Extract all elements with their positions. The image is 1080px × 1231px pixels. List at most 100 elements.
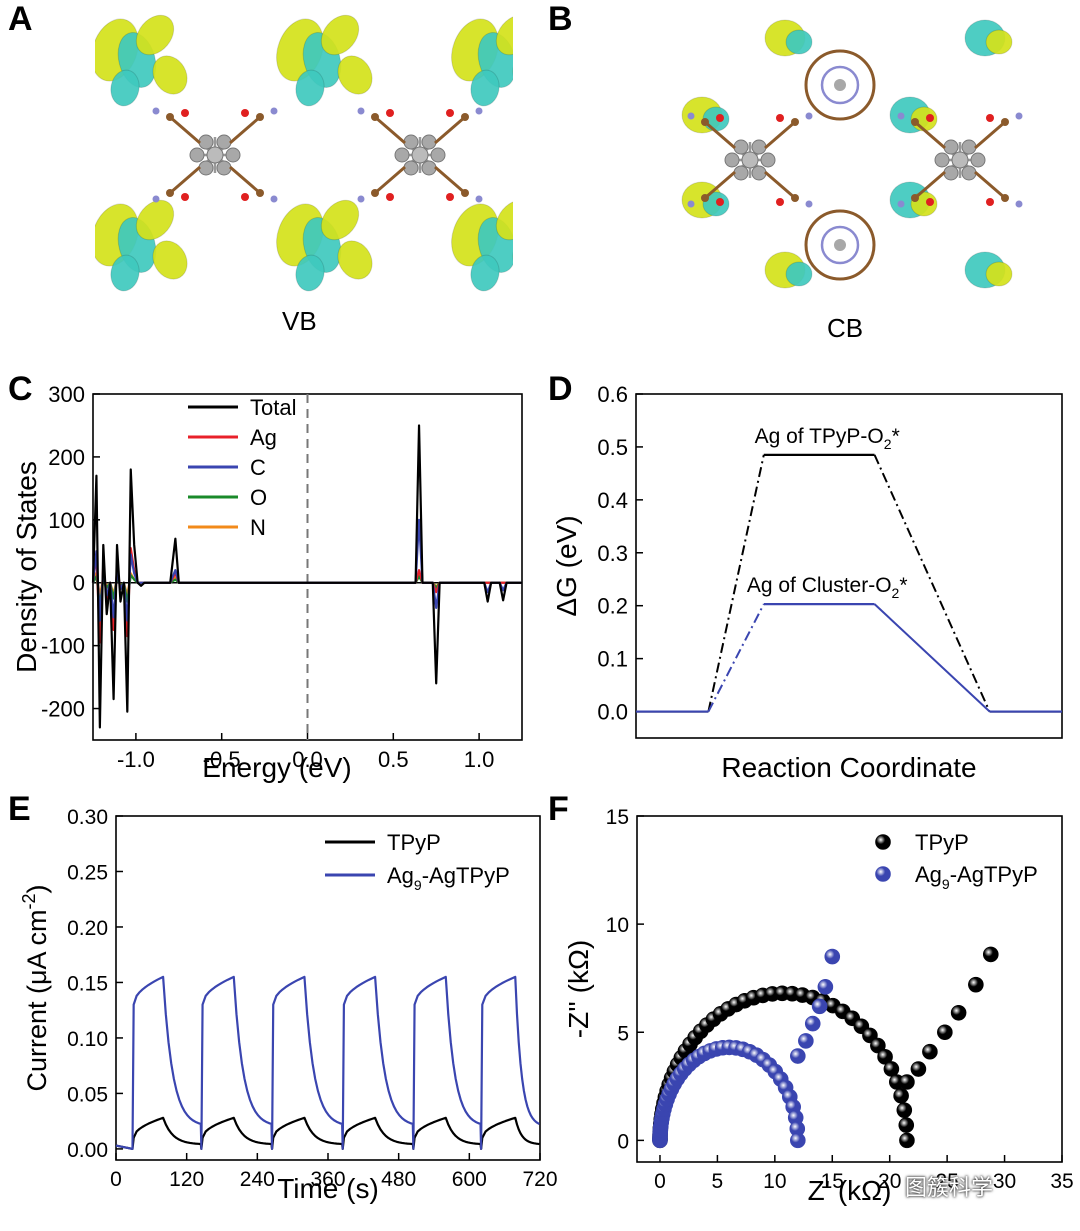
nitrogen-atom: [1015, 200, 1023, 208]
oxygen-atom: [926, 198, 934, 206]
data-point: [798, 1033, 814, 1049]
oxygen-atom: [446, 193, 454, 201]
carbon-bond: [704, 170, 736, 200]
x-axis-label: Reaction Coordinate: [721, 752, 976, 783]
y-tick-label: 100: [48, 508, 85, 533]
x-tick-label: 0: [110, 1168, 122, 1191]
carbon-atom: [911, 118, 919, 126]
x-tick-label: 720: [522, 1168, 557, 1191]
carbon-atom: [1001, 194, 1009, 202]
cb-orbital-drawing: [681, 19, 1023, 289]
silver-atom: [216, 160, 232, 176]
isosurface-lobe: [337, 55, 373, 95]
legend-marker: [875, 834, 891, 850]
cb-orbital-image: [640, 10, 1050, 305]
y-tick-label: 0.5: [597, 435, 628, 460]
carbon-bond: [914, 170, 946, 200]
data-point: [937, 1024, 953, 1041]
isosurface-lobe: [110, 254, 140, 292]
data-point: [804, 1015, 821, 1032]
carbon-bond: [434, 165, 466, 195]
panel-letter-d: D: [548, 370, 573, 408]
level-label: Ag of TPyP-O2*: [755, 425, 900, 452]
silver-atom: [421, 134, 437, 150]
nitrogen-atom: [357, 107, 365, 115]
carbon-atom: [1001, 118, 1009, 126]
carbon-bond: [704, 120, 736, 150]
silver-atom: [198, 160, 214, 176]
porphyrin-core: [820, 65, 860, 105]
y-tick-label: 0: [617, 1130, 629, 1153]
silver-atom: [961, 165, 977, 181]
nitrogen-atom: [897, 112, 905, 120]
legend-label: Ag: [250, 425, 277, 450]
isosurface-lobe: [295, 254, 325, 292]
legend-label: Total: [250, 395, 296, 420]
x-tick-label: 10: [763, 1170, 786, 1193]
carbon-bond: [169, 115, 201, 145]
free-energy-chart: 0.0 0.1 0.2 0.3 0.4 0.5 0.6 Ag of TPyP-O2* Ag of…: [551, 382, 1063, 783]
legend-label: Ag9-AgTPyP: [915, 862, 1038, 892]
oxygen-atom: [986, 198, 994, 206]
nitrogen-atom: [687, 200, 695, 208]
silver-atom: [951, 151, 969, 169]
silver-atom: [934, 152, 950, 168]
transition-line: [873, 454, 991, 712]
data-point: [893, 1087, 909, 1104]
photocurrent-chart: 0 120 240 360 480 600 720 0.00 0.05 0.10 0.15 0.20 0…: [19, 806, 558, 1204]
isosurface-lobe: [320, 199, 360, 241]
silver-atom: [741, 151, 759, 169]
y-tick-label: 0.4: [597, 488, 628, 513]
silver-atom: [421, 160, 437, 176]
data-point: [898, 1117, 915, 1133]
carbon-bond: [229, 115, 261, 145]
isosurface-lobe: [495, 199, 513, 241]
nitrogen-atom: [805, 200, 813, 208]
silver-atom: [394, 147, 410, 163]
carbon-atom: [166, 113, 174, 121]
nitrogen-atom: [270, 107, 278, 115]
carbon-bond: [974, 120, 1006, 150]
isosurface-lobe: [135, 14, 175, 56]
y-tick-label: 0.3: [597, 541, 628, 566]
nitrogen-atom: [152, 107, 160, 115]
oxygen-atom: [181, 109, 189, 117]
carbon-atom: [461, 189, 469, 197]
y-tick-label: 200: [48, 445, 85, 470]
isosurface-lobe: [985, 261, 1013, 287]
carbon-atom: [461, 113, 469, 121]
carbon-atom: [371, 189, 379, 197]
panel-letter-a: A: [8, 0, 33, 38]
carbon-atom: [791, 118, 799, 126]
silver-atom: [206, 146, 224, 164]
x-axis-label: Z' (kΩ): [808, 1175, 892, 1206]
y-tick-label: -200: [41, 697, 85, 722]
y-tick-label: 0.6: [597, 382, 628, 407]
y-tick-label: 0.1: [597, 647, 628, 672]
silver-atom: [216, 134, 232, 150]
legend-marker: [875, 866, 891, 882]
x-tick-label: -0.5: [203, 747, 241, 772]
carbon-atom: [371, 113, 379, 121]
isosurface-lobe: [110, 69, 140, 107]
x-tick-label: -1.0: [117, 747, 155, 772]
nitrogen-atom: [357, 195, 365, 203]
data-point: [824, 948, 841, 965]
isosurface-lobe: [337, 240, 373, 280]
legend-label: N: [250, 515, 266, 540]
y-tick-label: 300: [48, 382, 85, 407]
oxygen-atom: [716, 198, 724, 206]
isosurface-lobe: [785, 261, 813, 287]
y-axis-label: Current (μA cm-2): [19, 884, 52, 1091]
silver-atom: [430, 147, 446, 163]
x-tick-label: 0.0: [292, 747, 323, 772]
carbon-atom: [256, 113, 264, 121]
y-axis-label: ΔG (eV): [551, 515, 582, 616]
data-point: [870, 1037, 886, 1054]
x-axis-label: Energy (eV): [202, 752, 351, 783]
carbon-bond: [229, 165, 261, 195]
data-point: [899, 1132, 915, 1149]
legend-label: TPyP: [915, 830, 969, 855]
vb-orbital-drawing: [95, 14, 513, 292]
silver-atom: [198, 134, 214, 150]
